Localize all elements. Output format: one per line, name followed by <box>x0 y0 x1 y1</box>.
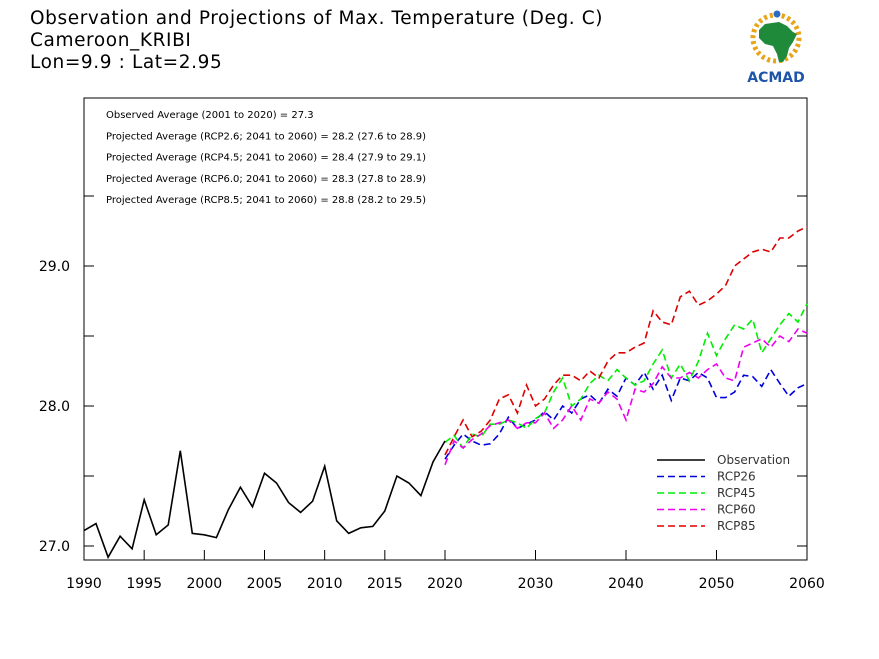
water-drop <box>773 10 781 18</box>
series-rcp45-line <box>444 303 808 450</box>
chart-legend: Observation RCP26 RCP45 RCP60 RCP85 <box>657 453 790 533</box>
series-layer <box>83 226 808 560</box>
africa-sun-logo-icon: ACMAD <box>747 10 805 86</box>
y-tick-label: 27.0 <box>39 539 70 555</box>
axis-ticks: 1990 1995 2000 2005 2010 2015 2020 2030 2040 2050… <box>39 195 825 592</box>
series-rcp60-line <box>444 327 808 466</box>
legend-label: RCP60 <box>717 503 756 517</box>
x-tick-label: 2000 <box>187 576 223 592</box>
x-tick-label: 2050 <box>699 576 735 592</box>
x-tick-label: 2010 <box>307 576 343 592</box>
annotation-line: Observed Average (2001 to 2020) = 27.3 <box>106 110 314 121</box>
chart-title: Observation and Projections of Max. Temp… <box>30 8 604 29</box>
y-tick-label: 29.0 <box>39 259 70 275</box>
chart-location: Cameroon_KRIBI <box>30 30 192 51</box>
series-observation-line <box>83 440 446 560</box>
x-tick-label: 2015 <box>367 576 403 592</box>
plot-frame <box>83 97 808 561</box>
chart-title-block: Observation and Projections of Max. Temp… <box>30 8 603 74</box>
series-rcp26-line <box>444 368 808 460</box>
legend-label: Observation <box>717 453 790 467</box>
annotation-line: Projected Average (RCP4.5; 2041 to 2060)… <box>106 153 426 164</box>
x-tick-label: 1995 <box>126 576 162 592</box>
x-tick-label: 1990 <box>66 576 102 592</box>
annotation-line: Projected Average (RCP2.6; 2041 to 2060)… <box>106 131 426 142</box>
x-tick-label: 2040 <box>608 576 644 592</box>
chart-coordinates: Lon=9.9 : Lat=2.95 <box>30 52 223 73</box>
africa-shape <box>759 22 797 62</box>
logo-text: ACMAD <box>747 70 805 86</box>
x-tick-label: 2060 <box>789 576 825 592</box>
series-rcp85-line <box>444 226 808 456</box>
y-tick-label: 28.0 <box>39 399 70 415</box>
legend-label: RCP45 <box>717 486 756 500</box>
sun-rays <box>750 12 802 64</box>
annotation-line: Projected Average (RCP8.5; 2041 to 2060)… <box>106 195 426 206</box>
x-tick-label: 2020 <box>427 576 463 592</box>
legend-label: RCP85 <box>717 519 756 533</box>
legend-label: RCP26 <box>717 470 756 484</box>
annotation-line: Projected Average (RCP6.0; 2041 to 2060)… <box>106 174 426 185</box>
chart-annotations: Observed Average (2001 to 2020) = 27.3 Pr… <box>106 110 426 206</box>
x-tick-label: 2030 <box>518 576 554 592</box>
x-tick-label: 2005 <box>247 576 283 592</box>
